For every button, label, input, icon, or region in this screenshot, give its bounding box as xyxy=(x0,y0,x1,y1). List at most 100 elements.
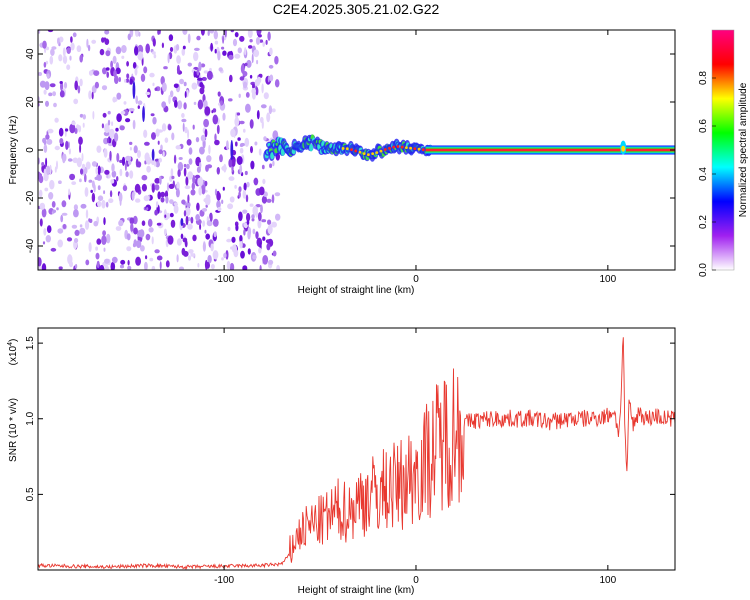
noise-speckle xyxy=(116,176,119,182)
noise-speckle xyxy=(58,127,64,137)
noise-speckle xyxy=(79,143,82,153)
noise-speckle xyxy=(151,183,155,193)
signal-dot xyxy=(354,149,358,153)
noise-speckle xyxy=(116,113,122,123)
noise-speckle xyxy=(173,83,179,89)
noise-speckle xyxy=(154,161,157,167)
noise-speckle xyxy=(162,82,167,92)
noise-speckle xyxy=(169,47,174,52)
noise-speckle xyxy=(102,230,106,235)
noise-speckle xyxy=(214,139,220,146)
noise-speckle xyxy=(159,175,162,185)
noise-speckle xyxy=(38,189,43,198)
noise-speckle xyxy=(216,200,221,209)
noise-speckle xyxy=(129,217,135,225)
noise-speckle xyxy=(96,260,100,269)
noise-speckle xyxy=(143,195,150,202)
noise-speckle xyxy=(250,146,253,154)
noise-speckle xyxy=(157,140,160,145)
noise-speckle xyxy=(39,218,43,227)
noise-speckle xyxy=(91,161,97,167)
noise-speckle xyxy=(197,263,200,268)
signal-dot xyxy=(358,150,362,154)
noise-speckle xyxy=(69,123,76,134)
noise-speckle xyxy=(239,164,243,175)
noise-speckle xyxy=(262,41,266,47)
noise-speckle xyxy=(121,55,125,59)
noise-speckle xyxy=(182,30,188,35)
noise-speckle xyxy=(119,197,122,206)
noise-speckle xyxy=(255,211,259,218)
y-tick-label: 0.5 xyxy=(25,487,36,501)
noise-speckle xyxy=(156,222,162,226)
noise-speckle xyxy=(222,186,225,191)
noise-speckle xyxy=(93,70,100,76)
noise-speckle xyxy=(246,219,250,226)
noise-speckle xyxy=(173,202,178,206)
noise-speckle xyxy=(47,128,54,134)
noise-speckle xyxy=(104,30,110,35)
noise-speckle xyxy=(149,257,154,262)
noise-speckle xyxy=(175,145,182,150)
noise-speckle xyxy=(43,89,47,95)
signal-dot xyxy=(350,148,353,152)
noise-speckle xyxy=(203,70,209,74)
noise-speckle xyxy=(59,138,64,145)
noise-speckle xyxy=(187,62,192,67)
noise-speckle xyxy=(246,59,252,68)
signal-dot xyxy=(366,153,370,157)
noise-speckle xyxy=(95,252,100,260)
x-tick-label: -100 xyxy=(214,575,234,586)
noise-speckle xyxy=(217,50,221,61)
x-tick-label: 0 xyxy=(413,575,419,586)
signal-dot xyxy=(396,145,400,148)
noise-speckle xyxy=(259,39,264,43)
noise-speckle xyxy=(199,223,202,230)
noise-speckle xyxy=(129,170,134,179)
noise-speckle xyxy=(103,217,106,226)
noise-speckle xyxy=(237,137,241,141)
noise-speckle xyxy=(201,76,207,81)
noise-speckle xyxy=(242,81,248,89)
noise-speckle xyxy=(102,112,107,118)
noise-speckle xyxy=(61,200,67,208)
noise-speckle xyxy=(67,158,73,162)
noise-speckle xyxy=(118,192,123,203)
noise-speckle xyxy=(131,191,135,201)
noise-speckle xyxy=(222,35,225,44)
noise-speckle xyxy=(179,78,185,85)
noise-speckle xyxy=(249,119,254,129)
noise-speckle xyxy=(132,119,136,130)
noise-speckle xyxy=(50,48,55,56)
noise-speckle xyxy=(268,259,274,265)
noise-speckle xyxy=(186,163,190,170)
snr-background xyxy=(38,328,675,570)
noise-speckle xyxy=(242,189,246,199)
noise-speckle xyxy=(199,87,205,95)
noise-speckle xyxy=(200,63,206,68)
noise-speckle xyxy=(106,71,109,78)
noise-speckle xyxy=(161,42,164,49)
noise-speckle xyxy=(160,191,166,198)
noise-speckle xyxy=(134,67,138,76)
noise-speckle xyxy=(177,100,183,110)
noise-speckle xyxy=(229,74,233,83)
noise-speckle xyxy=(199,146,205,155)
signal-track xyxy=(263,134,675,162)
noise-speckle xyxy=(183,210,187,217)
y-tick-label: -40 xyxy=(25,238,36,253)
noise-speckle xyxy=(41,263,47,270)
noise-speckle xyxy=(247,248,251,255)
noise-speckle xyxy=(176,64,180,75)
noise-speckle xyxy=(129,146,132,151)
noise-speckle xyxy=(58,36,64,43)
noise-speckle xyxy=(246,181,250,188)
noise-speckle xyxy=(183,167,187,177)
noise-speckle xyxy=(137,44,144,55)
noise-speckle xyxy=(85,161,91,170)
noise-speckle xyxy=(226,260,231,270)
noise-speckle xyxy=(173,204,179,214)
noise-speckle xyxy=(71,181,77,186)
noise-speckle xyxy=(253,49,260,58)
noise-speckle xyxy=(209,212,213,222)
